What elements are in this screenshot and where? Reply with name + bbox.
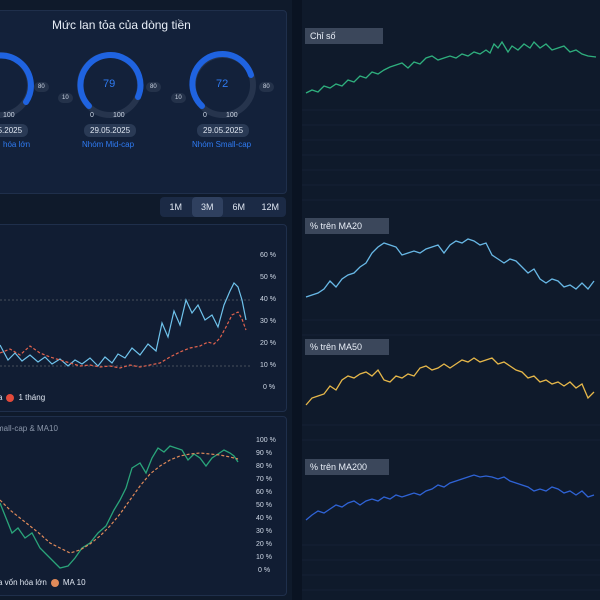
chart1-ytick-10: 10 % — [260, 362, 276, 369]
gauge3-value: 72 — [216, 78, 229, 90]
legend-1m-dot — [6, 393, 15, 402]
chart2-ytick-90: 90 % — [256, 450, 272, 457]
ma20-chart — [305, 238, 595, 298]
breadth-chart — [0, 281, 252, 369]
gauge-mid-cap — [77, 52, 144, 118]
ma50-chart-label: % trên MA50 — [305, 339, 389, 355]
legend-ma10-label: MA 10 — [62, 578, 86, 587]
gauge1-date: 29.05.2025 — [0, 124, 29, 137]
column-divider — [292, 0, 302, 600]
legend-1w-marker: a — [0, 393, 3, 402]
gauge3-right-tick: 80 — [259, 82, 274, 92]
chart2-ytick-50: 50 % — [256, 502, 272, 509]
gauge3-max: 100 — [226, 112, 238, 119]
chart2-ytick-100: 100 % — [256, 437, 276, 444]
gauge3-label: Nhóm Small-cap — [192, 140, 252, 149]
legend-smallcap-label: a vốn hóa lớn — [0, 578, 47, 587]
chart1-legend: a 1 tháng — [0, 393, 45, 402]
chart1-ytick-30: 30 % — [260, 318, 276, 325]
chart1-ytick-0: 0 % — [263, 384, 276, 391]
tab-6m[interactable]: 6M — [232, 202, 245, 212]
gauge-large-cap — [0, 52, 34, 118]
gauge3-left-tick: 10 — [171, 93, 186, 103]
breadth-line-1m — [0, 311, 247, 369]
gauge2-left-tick: 10 — [58, 93, 73, 103]
gauge-small-cap — [189, 51, 256, 118]
gauge2-label: Nhóm Mid-cap — [82, 140, 135, 149]
breadth-chart-panel — [0, 224, 287, 412]
gauge2-right-tick: 80 — [146, 82, 161, 92]
smallcap-chart — [0, 445, 239, 569]
smallcap-ma10-panel — [0, 416, 287, 596]
chart1-ytick-50: 50 % — [260, 274, 276, 281]
chart2-title: mall-cap & MA10 — [0, 424, 58, 433]
gauge2-date: 29.05.2025 — [84, 124, 137, 137]
gauge2-min: 0 — [90, 112, 94, 119]
ma50-chart — [305, 357, 595, 406]
period-tabs: 1M 3M 6M 12M — [160, 197, 286, 217]
panel-title: Mức lan tỏa của dòng tiền — [52, 18, 191, 32]
chart2-ytick-80: 80 % — [256, 463, 272, 470]
gauge2-value: 79 — [103, 78, 116, 90]
tab-3m[interactable]: 3M — [191, 197, 223, 217]
ma10-line — [0, 452, 239, 554]
chart2-ytick-30: 30 % — [256, 528, 272, 535]
index-chart-label: Chỉ số — [305, 28, 383, 44]
ma200-chart-label: % trên MA200 — [305, 459, 389, 475]
gauge3-date: 29.05.2025 — [197, 124, 250, 137]
gauge2-max: 100 — [113, 112, 125, 119]
legend-1m-label: 1 tháng — [18, 393, 46, 402]
chart2-ytick-20: 20 % — [256, 541, 272, 548]
right-grid — [302, 109, 600, 591]
gauge1-label: hóa lớn — [3, 140, 31, 149]
chart2-ytick-70: 70 % — [256, 476, 272, 483]
gauge3-min: 0 — [203, 112, 207, 119]
chart1-ytick-60: 60 % — [260, 252, 276, 259]
chart1-ytick-20: 20 % — [260, 340, 276, 347]
chart2-legend: a vốn hóa lớn MA 10 — [0, 578, 86, 587]
smallcap-line — [0, 445, 239, 569]
cashflow-breadth-panel — [0, 10, 287, 194]
gauge1-right-tick: 80 — [34, 82, 49, 92]
ma20-chart-label: % trên MA20 — [305, 218, 389, 234]
chart2-ytick-60: 60 % — [256, 489, 272, 496]
chart2-ytick-10: 10 % — [256, 554, 272, 561]
legend-ma10-dot — [50, 578, 59, 587]
tab-12m[interactable]: 12M — [261, 202, 279, 212]
tab-1m[interactable]: 1M — [169, 202, 182, 212]
breadth-line-1w — [0, 281, 247, 367]
index-chart — [305, 40, 597, 94]
chart2-ytick-0: 0 % — [258, 567, 271, 574]
chart1-ytick-40: 40 % — [260, 296, 276, 303]
chart2-ytick-40: 40 % — [256, 515, 272, 522]
ma200-chart — [305, 474, 595, 521]
gauge1-max: 100 — [3, 112, 15, 119]
